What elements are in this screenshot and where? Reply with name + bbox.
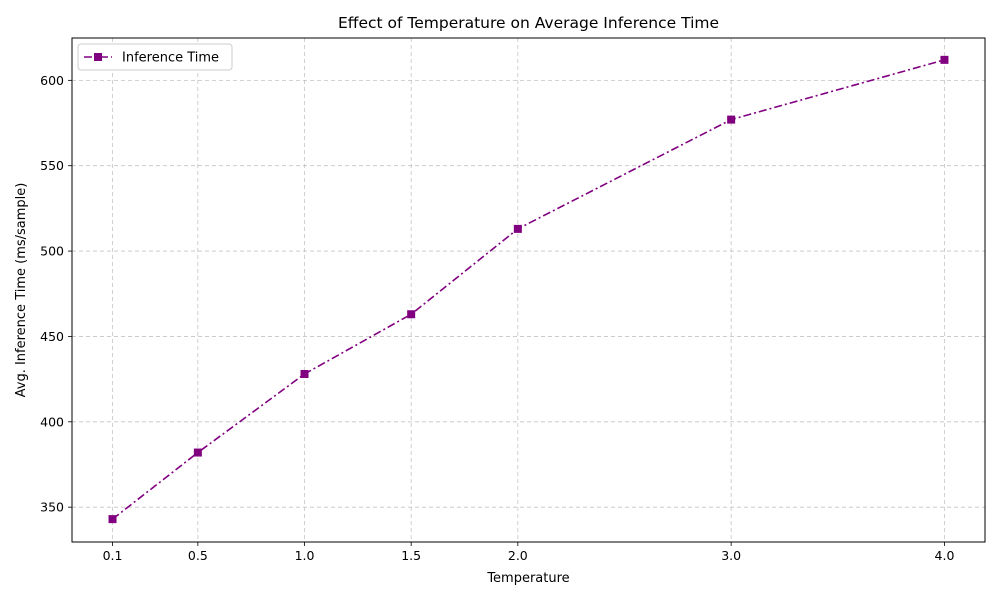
y-tick-label: 450 [40,329,64,344]
y-tick-label: 500 [40,244,64,259]
data-point-marker [407,310,416,319]
y-tick-label: 600 [40,73,64,88]
x-tick-label: 1.5 [401,548,421,563]
legend-box [77,43,233,71]
x-tick-label: 4.0 [935,548,955,563]
x-tick-label: 0.5 [188,548,208,563]
x-tick-label: 3.0 [721,548,741,563]
legend-label: Inference Time [122,51,219,66]
data-point-marker [940,55,949,64]
y-tick-label: 400 [40,414,64,429]
plot-frame [71,37,986,543]
chart-title: Effect of Temperature on Average Inferen… [338,14,719,32]
y-tick-label: 550 [40,158,64,173]
x-tick-label: 1.0 [295,548,315,563]
data-point-marker [300,370,309,378]
x-axis-label: Temperature [486,571,569,586]
data-point-marker [513,224,522,233]
series-layer [108,55,949,524]
y-axis-label: Avg. Inference Time (ms/sample) [14,183,29,398]
legend-marker-swatch [94,53,102,61]
axis-ticks: 0.1 0.5 1.0 1.5 2.0 3.0 4.0 350 400 450 500 550 600 [40,73,954,563]
x-tick-label: 0.1 [103,548,123,563]
legend: Inference Time [77,43,233,71]
x-tick-label: 2.0 [508,548,528,563]
grid [72,38,985,542]
data-point-marker [727,115,736,124]
data-point-marker [108,515,117,524]
data-point-marker [193,448,202,457]
series-line [112,59,945,520]
y-tick-label: 350 [40,500,64,515]
